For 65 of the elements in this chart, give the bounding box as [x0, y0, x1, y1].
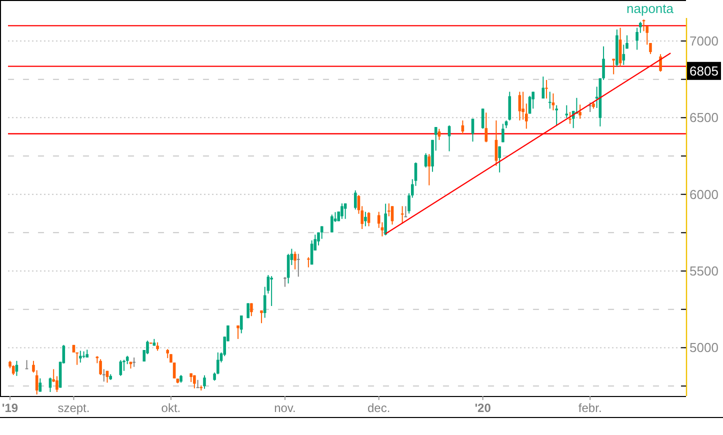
candlestick: [203, 374, 206, 390]
candlestick: [270, 276, 273, 306]
candlestick: [236, 324, 240, 340]
candlestick: [565, 104, 568, 118]
candlestick: [76, 352, 78, 366]
y-tick-label: 7000: [690, 34, 718, 49]
x-tick-label: szept.: [58, 401, 90, 415]
candlestick: [79, 350, 82, 364]
text: 6805: [690, 63, 718, 78]
candlestick: [340, 202, 344, 220]
candlestick: [508, 91, 512, 121]
x-tick-label: dec.: [368, 401, 390, 415]
candlestick: [384, 203, 387, 236]
candlestick: [260, 310, 263, 324]
candlestick: [471, 118, 474, 142]
y-tick-label: 6500: [690, 110, 718, 126]
candlestick: [246, 302, 250, 319]
chart-title: naponta: [626, 1, 674, 16]
y-tick-label: 5000: [690, 340, 718, 356]
y-tick-label: 5500: [690, 264, 718, 279]
candlestick: [502, 123, 504, 143]
x-tick-label: nov.: [274, 401, 296, 415]
candlestick: [354, 190, 357, 210]
candlestick: [578, 104, 582, 120]
candlestick: [545, 79, 548, 100]
candlestick: [286, 253, 290, 284]
candlestick: [196, 379, 200, 388]
candlestick: [388, 202, 390, 217]
x-tick-label: febr.: [578, 401, 602, 415]
candlestick: [612, 58, 615, 75]
candlestick: [310, 240, 314, 266]
candlestick: [364, 211, 367, 227]
y-tick-label: 6000: [690, 186, 718, 202]
candlestick: [172, 362, 176, 379]
candlestick: [532, 91, 535, 110]
candlestick: [132, 357, 136, 368]
candlestick: [428, 154, 431, 186]
candlestick: [320, 226, 324, 240]
candlestick: [307, 256, 310, 268]
candlestick: [284, 276, 286, 288]
candlestick: [193, 374, 196, 389]
candlestick: [622, 44, 626, 66]
candlestick: [99, 358, 102, 376]
candlestick: [494, 120, 498, 166]
candlestick: [166, 348, 169, 359]
x-tick-label: okt.: [161, 401, 181, 415]
candlestick: [548, 91, 552, 110]
candlestick: [588, 102, 592, 112]
candlestick: [568, 112, 572, 124]
candlestick: [294, 251, 296, 270]
x-tick-label: '20: [474, 401, 492, 415]
candlestick: [25, 360, 28, 370]
x-tick-label: '19: [2, 401, 18, 415]
candlestick: [404, 206, 408, 218]
candlestick: [296, 253, 300, 278]
candlestick: [659, 54, 662, 72]
candlestick: [344, 202, 347, 220]
candlestick: [250, 302, 253, 317]
candlestick: [552, 92, 555, 111]
candlestick: [555, 104, 558, 126]
candlestick: [102, 368, 106, 382]
candlestick: [12, 364, 15, 376]
candlestick: [240, 314, 243, 334]
candlestick: [498, 146, 501, 173]
candlestick: [330, 214, 334, 233]
